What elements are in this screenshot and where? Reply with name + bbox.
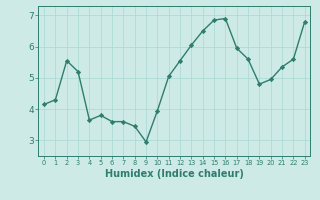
X-axis label: Humidex (Indice chaleur): Humidex (Indice chaleur): [105, 169, 244, 179]
